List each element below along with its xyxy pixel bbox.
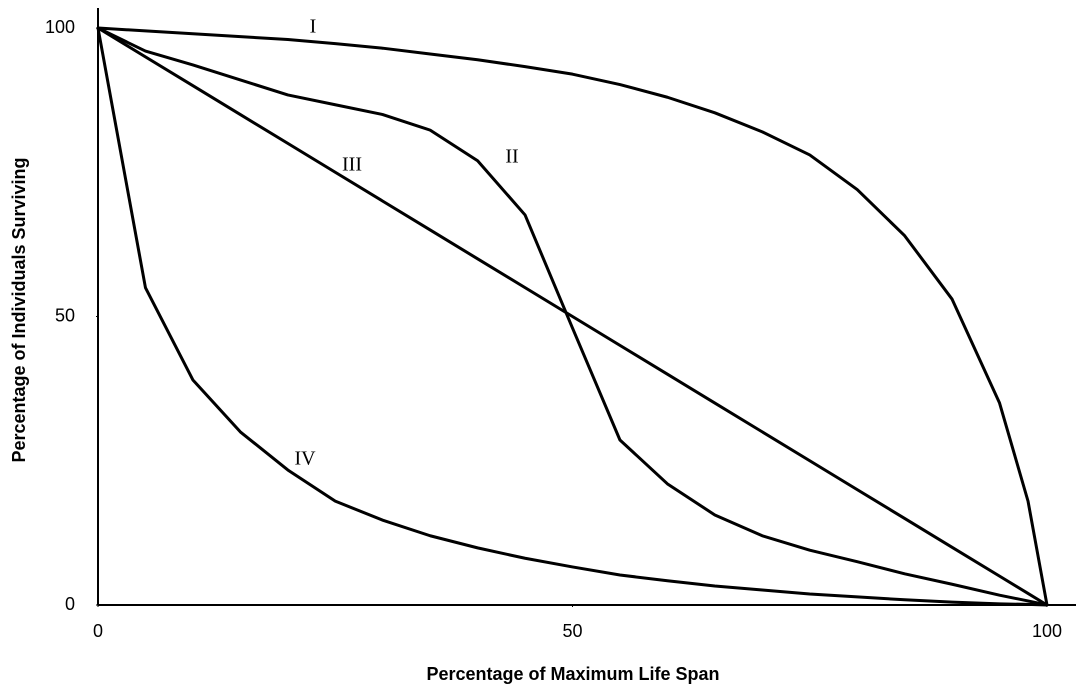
x-tick-label: 50 xyxy=(562,621,582,641)
y-axis-title: Percentage of Individuals Surviving xyxy=(9,157,29,462)
survivorship-curve xyxy=(97,26,1048,607)
survivorship-curve xyxy=(97,26,1048,607)
x-tick-label: 100 xyxy=(1032,621,1062,641)
y-tick-label: 0 xyxy=(65,594,75,614)
curve-label: III xyxy=(342,154,362,176)
y-tick-label: 50 xyxy=(55,305,75,325)
curve-label: IV xyxy=(294,448,316,470)
survivorship-curve xyxy=(97,26,1049,606)
y-tick-label: 100 xyxy=(45,17,75,37)
curve-label: II xyxy=(505,146,518,168)
x-tick-label: 0 xyxy=(93,621,103,641)
survivorship-curve xyxy=(96,27,1048,607)
curve-label: I xyxy=(310,16,317,38)
x-axis-title: Percentage of Maximum Life Span xyxy=(426,664,719,684)
